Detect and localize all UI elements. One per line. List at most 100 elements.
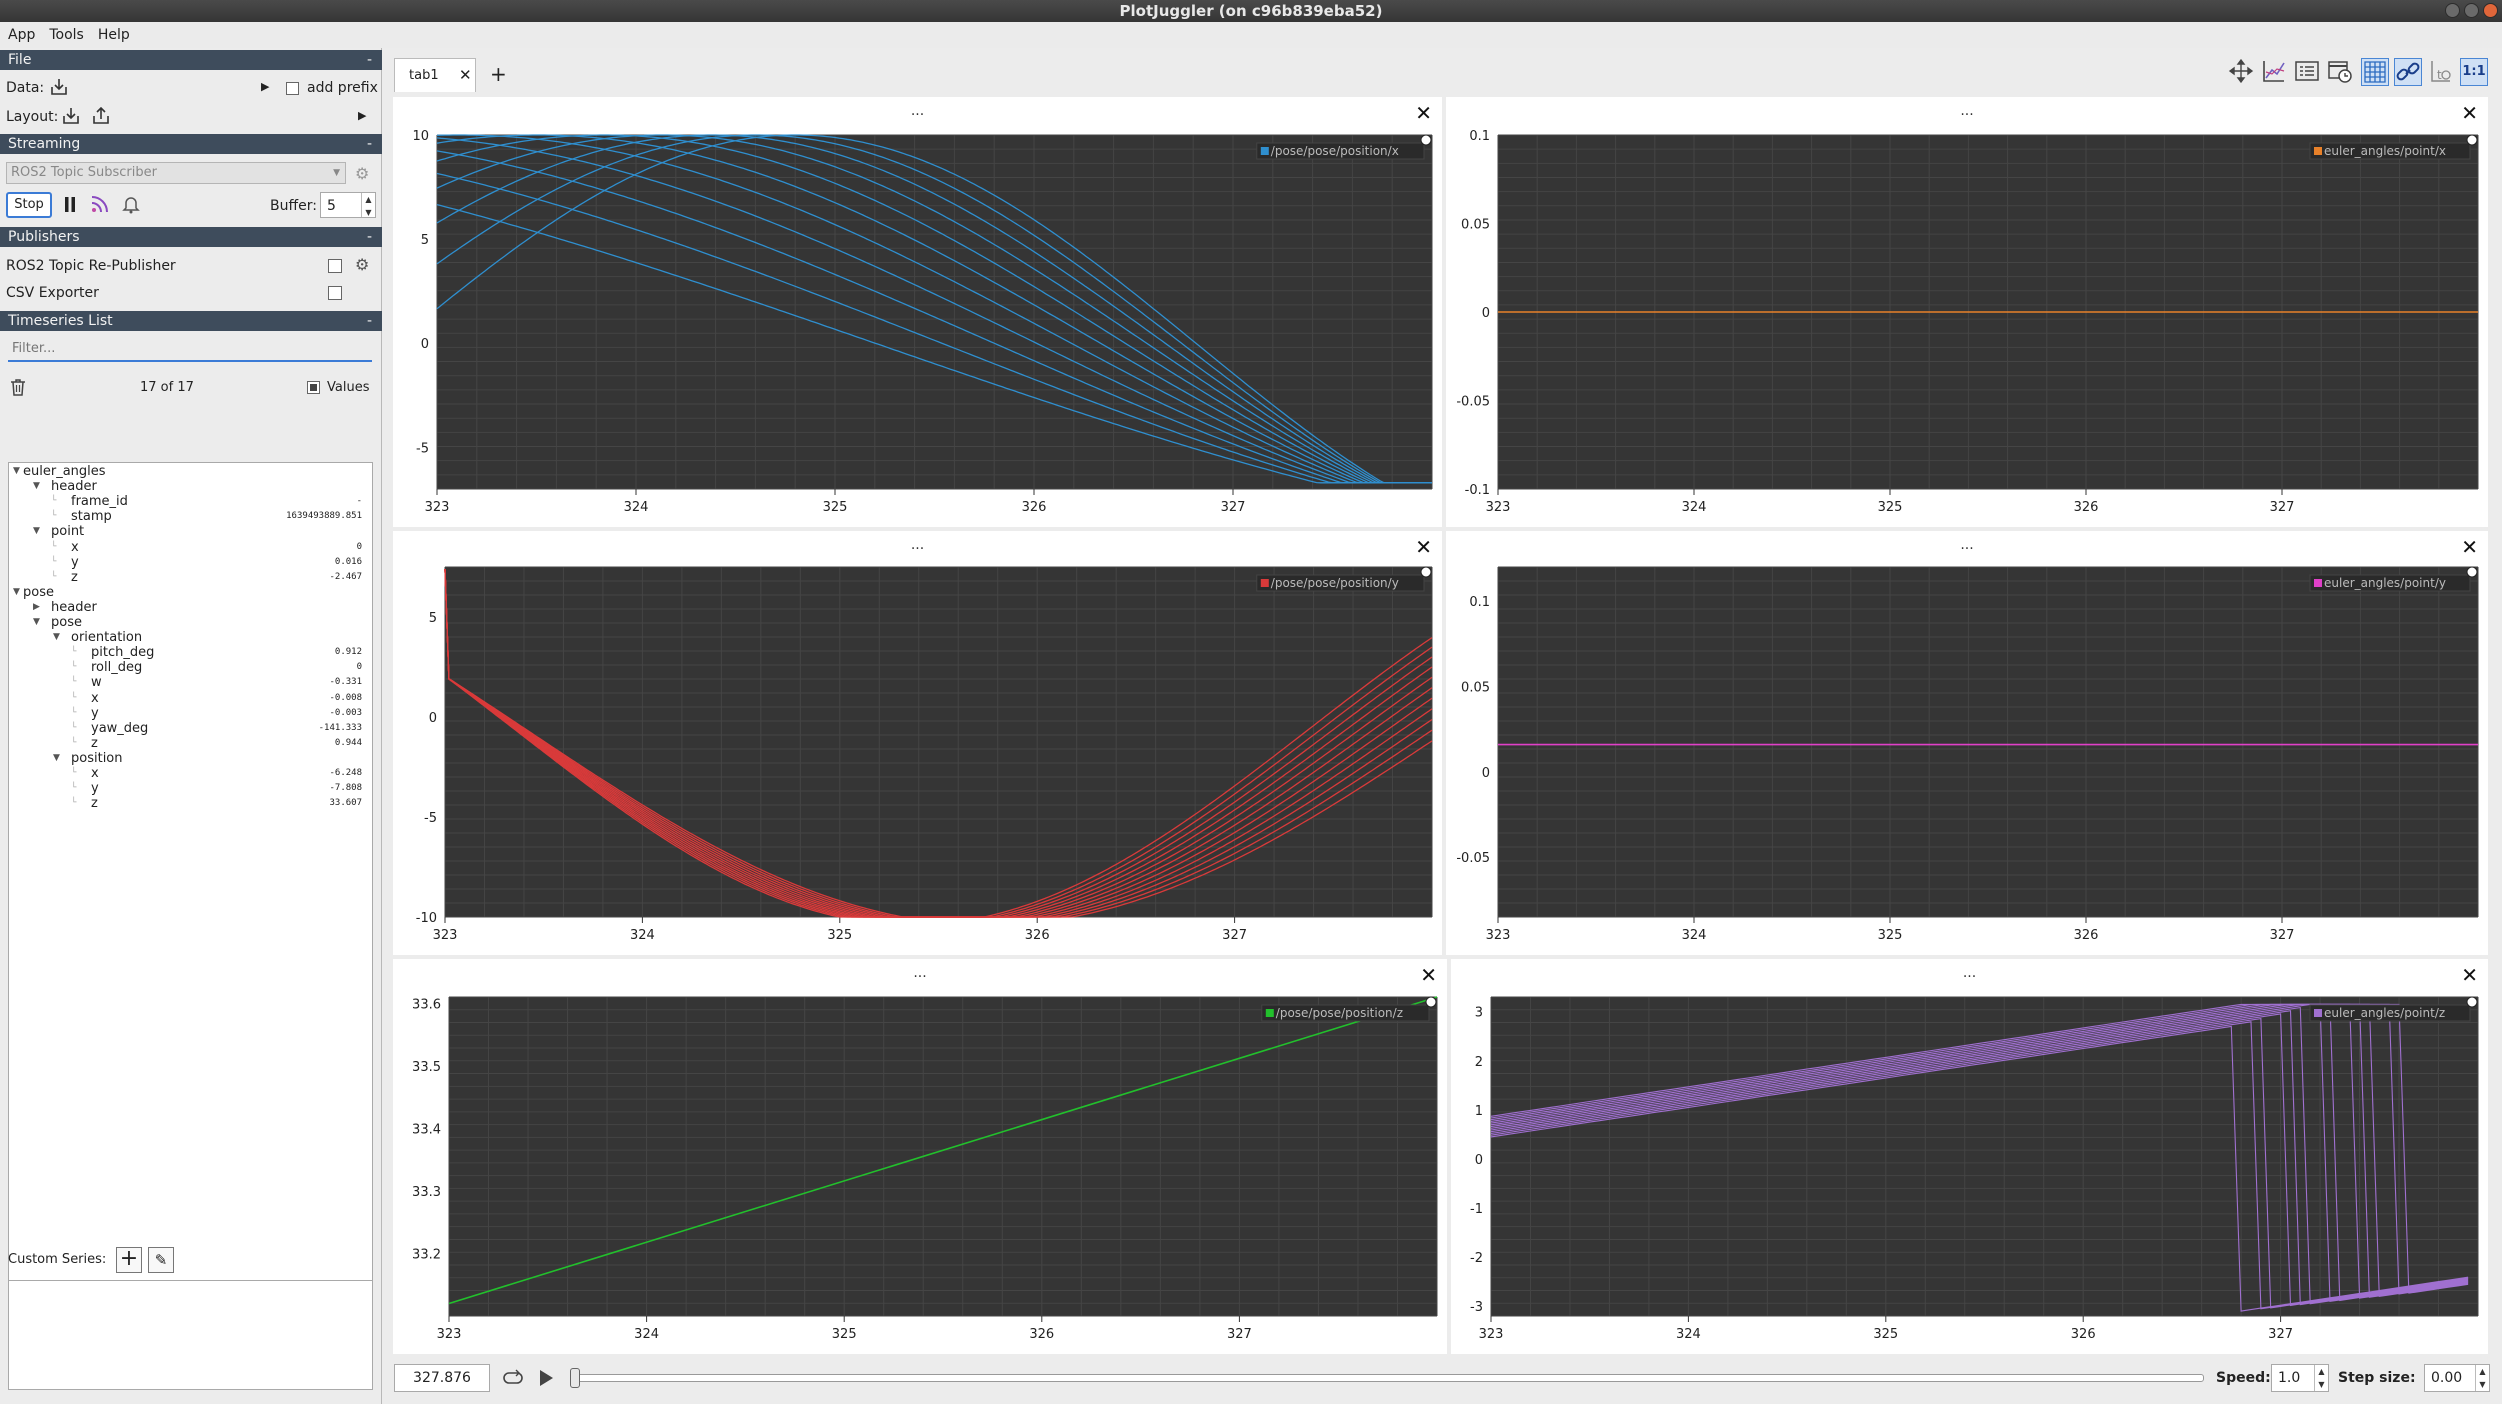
legend-handle-icon[interactable] bbox=[1425, 996, 1437, 1008]
tree-row[interactable]: └ z 0.944 bbox=[9, 736, 372, 751]
plot-canvas[interactable]: 323 324 325 326 327 10 5 0 -5/pose/pose/position… bbox=[393, 97, 1442, 527]
chart-icon[interactable] bbox=[2261, 58, 2289, 86]
tree-row[interactable]: └ yaw_deg -141.333 bbox=[9, 721, 372, 736]
spin-arrows-icon[interactable]: ▲ ▼ bbox=[2475, 1365, 2489, 1391]
tree-row[interactable]: └ y -0.003 bbox=[9, 706, 372, 721]
tree-row[interactable]: └ x -6.248 bbox=[9, 766, 372, 781]
load-layout-icon[interactable] bbox=[62, 107, 80, 125]
streaming-settings-icon[interactable]: ⚙ bbox=[355, 164, 370, 183]
play-icon[interactable] bbox=[537, 1368, 555, 1392]
collapse-icon[interactable]: - bbox=[366, 136, 372, 152]
plot-panel[interactable]: ... ✕ 323 324 325 326 327 3 2 1 0 -1 -2 -3 euler_angle… bbox=[1451, 959, 2488, 1354]
tree-row[interactable]: ▼ point bbox=[9, 524, 372, 539]
tree-row[interactable]: ▼ pose bbox=[9, 585, 372, 600]
buffer-spinbox[interactable]: 5 ▲ ▼ bbox=[320, 192, 376, 218]
legend-icon[interactable] bbox=[2294, 58, 2322, 86]
add-tab-icon[interactable]: + bbox=[490, 62, 507, 86]
tree-row[interactable]: └ y 0.016 bbox=[9, 555, 372, 570]
streaming-section-header[interactable]: Streaming - bbox=[0, 134, 382, 154]
rss-icon[interactable] bbox=[90, 194, 110, 218]
save-layout-icon[interactable] bbox=[92, 107, 110, 125]
link-icon[interactable] bbox=[2394, 58, 2422, 86]
bell-icon[interactable] bbox=[122, 194, 140, 218]
custom-series-list[interactable] bbox=[8, 1280, 373, 1390]
add-custom-series-button[interactable]: + bbox=[116, 1247, 142, 1273]
legend-handle-icon[interactable] bbox=[2466, 134, 2478, 146]
publishers-section-header[interactable]: Publishers - bbox=[0, 227, 382, 247]
timeseries-tree[interactable]: ▼ euler_angles ▼ header └ frame_id - └ stamp 1639… bbox=[8, 462, 373, 1281]
collapse-icon[interactable]: - bbox=[366, 229, 372, 245]
tree-row[interactable]: ▼ position bbox=[9, 751, 372, 766]
legend-handle-icon[interactable] bbox=[1420, 134, 1432, 146]
tree-row[interactable]: └ roll_deg 0 bbox=[9, 660, 372, 675]
tree-row[interactable]: └ z 33.607 bbox=[9, 796, 372, 811]
pause-icon[interactable] bbox=[64, 196, 76, 213]
expanded-arrow-icon[interactable]: ▼ bbox=[33, 526, 40, 537]
close-plot-icon[interactable]: ✕ bbox=[2461, 101, 2478, 125]
grid-icon[interactable] bbox=[2361, 58, 2389, 86]
csv-exporter-checkbox[interactable] bbox=[328, 286, 342, 300]
expanded-arrow-icon[interactable]: ▼ bbox=[13, 466, 20, 476]
prefix-arrow-icon[interactable]: ▶ bbox=[261, 80, 270, 93]
trash-icon[interactable] bbox=[10, 378, 26, 400]
edit-custom-series-button[interactable]: ✎ bbox=[148, 1247, 174, 1273]
plot-canvas[interactable]: 323 324 325 326 327 5 0 -5 -10/pose/pose/positio… bbox=[393, 531, 1442, 955]
tree-row[interactable]: ▼ orientation bbox=[9, 630, 372, 645]
expanded-arrow-icon[interactable]: ▼ bbox=[33, 481, 40, 492]
close-plot-icon[interactable]: ✕ bbox=[1415, 535, 1432, 559]
tree-row[interactable]: └ x -0.008 bbox=[9, 691, 372, 706]
expanded-arrow-icon[interactable]: ▼ bbox=[13, 586, 20, 597]
legend-handle-icon[interactable] bbox=[1420, 566, 1432, 578]
collapsed-arrow-icon[interactable]: ▶ bbox=[33, 601, 40, 612]
menu-app[interactable]: App bbox=[8, 27, 36, 43]
tree-row[interactable]: └ stamp 1639493889.851 bbox=[9, 509, 372, 524]
tree-row[interactable]: └ pitch_deg 0.912 bbox=[9, 645, 372, 660]
plot-panel[interactable]: ... ✕ 323 324 325 326 327 5 0 -5 -10/pose/pose/pos… bbox=[393, 531, 1442, 955]
menu-tools[interactable]: Tools bbox=[49, 27, 84, 43]
tree-row[interactable]: └ w -0.331 bbox=[9, 675, 372, 690]
time-slider-handle[interactable] bbox=[570, 1368, 580, 1388]
ratio-icon[interactable]: 1:1 bbox=[2460, 58, 2488, 86]
streaming-source-select[interactable]: ROS2 Topic Subscriber ▼ bbox=[6, 162, 346, 184]
close-plot-icon[interactable]: ✕ bbox=[2461, 535, 2478, 559]
plot-panel[interactable]: ... ✕ 323 324 325 326 327 0.1 0.05 0 -0.05 euler_an… bbox=[1446, 531, 2488, 955]
legend-handle-icon[interactable] bbox=[2466, 996, 2478, 1008]
speed-spinbox[interactable]: 1.0 ▲ ▼ bbox=[2271, 1364, 2329, 1392]
tree-row[interactable]: └ z -2.467 bbox=[9, 570, 372, 585]
expanded-arrow-icon[interactable]: ▼ bbox=[53, 632, 60, 643]
loop-icon[interactable] bbox=[502, 1369, 524, 1391]
close-plot-icon[interactable]: ✕ bbox=[2461, 963, 2478, 987]
expanded-arrow-icon[interactable]: ▼ bbox=[53, 752, 60, 763]
timeseries-section-header[interactable]: Timeseries List - bbox=[0, 311, 382, 331]
plot-panel[interactable]: ... ✕ 323 324 325 326 327 10 5 0 -5/pose/pose/posi… bbox=[393, 97, 1442, 527]
maximize-icon[interactable] bbox=[2464, 3, 2479, 18]
plot-canvas[interactable]: 323 324 325 326 327 3 2 1 0 -1 -2 -3 euler_angles/po… bbox=[1451, 959, 2488, 1354]
legend-handle-icon[interactable] bbox=[2466, 566, 2478, 578]
republisher-settings-icon[interactable]: ⚙ bbox=[355, 255, 370, 274]
tree-row[interactable]: ▼ header bbox=[9, 479, 372, 494]
tree-row[interactable]: └ x 0 bbox=[9, 540, 372, 555]
tree-row[interactable]: └ y -7.808 bbox=[9, 781, 372, 796]
republisher-checkbox[interactable] bbox=[328, 259, 342, 273]
close-tab-icon[interactable]: ✕ bbox=[459, 66, 472, 84]
time-offset-icon[interactable]: t bbox=[2427, 58, 2455, 86]
plot-canvas[interactable]: 323 324 325 326 327 0.1 0.05 0 -0.05 -0.1 euler_an… bbox=[1446, 97, 2488, 527]
tab-tab1[interactable]: tab1 ✕ bbox=[394, 58, 476, 92]
stop-button[interactable]: Stop bbox=[6, 192, 52, 218]
plot-panel[interactable]: ... ✕ 323 324 325 326 327 0.1 0.05 0 -0.05 -0.1 eule… bbox=[1446, 97, 2488, 527]
tree-row[interactable]: └ frame_id - bbox=[9, 494, 372, 509]
clock-icon[interactable] bbox=[2327, 58, 2355, 86]
close-window-icon[interactable] bbox=[2483, 3, 2498, 18]
step-size-spinbox[interactable]: 0.00 ▲ ▼ bbox=[2424, 1364, 2490, 1392]
timeseries-filter-input[interactable] bbox=[8, 336, 372, 362]
plot-canvas[interactable]: 323 324 325 326 327 0.1 0.05 0 -0.05 euler_angles… bbox=[1446, 531, 2488, 955]
minimize-icon[interactable] bbox=[2445, 3, 2460, 18]
tree-row[interactable]: ▶ header bbox=[9, 600, 372, 615]
file-section-header[interactable]: File - bbox=[0, 50, 382, 70]
close-plot-icon[interactable]: ✕ bbox=[1420, 963, 1437, 987]
expanded-arrow-icon[interactable]: ▼ bbox=[33, 617, 40, 627]
plot-panel[interactable]: ... ✕ 323 324 325 326 327 33.6 33.5 33.4 33.3 33.2 /… bbox=[393, 959, 1447, 1354]
close-plot-icon[interactable]: ✕ bbox=[1415, 101, 1432, 125]
tree-row[interactable]: ▼ euler_angles bbox=[9, 464, 372, 479]
spin-arrows-icon[interactable]: ▲ ▼ bbox=[361, 193, 375, 217]
